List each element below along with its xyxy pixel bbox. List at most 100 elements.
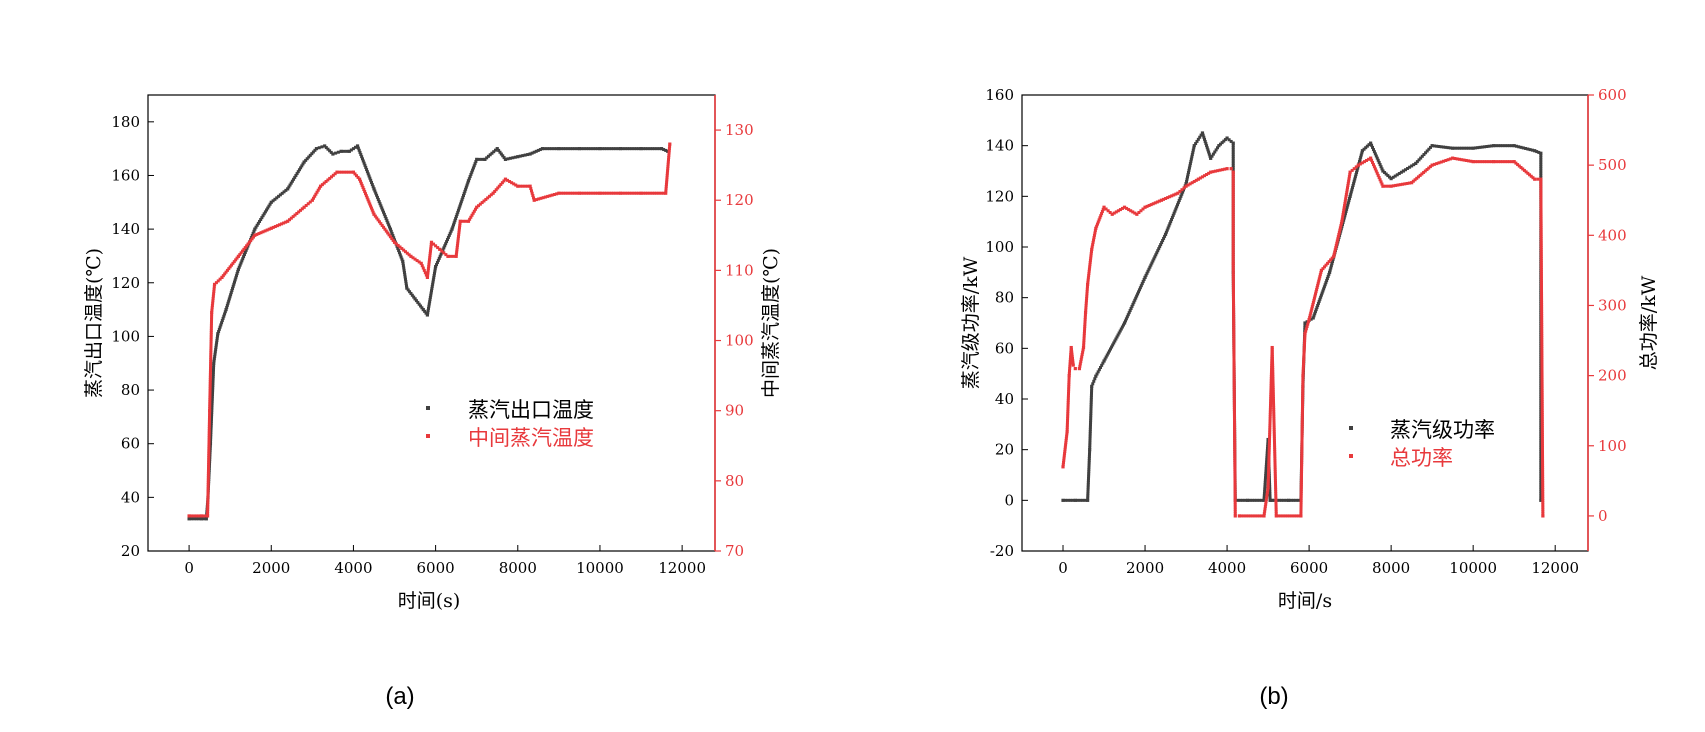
chart-a-series-1-marker [411,256,415,260]
chart-a-series-1-marker [210,315,214,319]
chart-b-series-1-marker [1540,430,1544,434]
chart-b-series-1-marker [1540,318,1544,322]
chart-a-series-0-marker [250,233,254,237]
chart-b-series-0-marker [1167,224,1171,228]
chart-a-series-1-marker [209,324,213,328]
chart-b-series-0-point [1122,321,1127,325]
chart-b-series-1-marker [1231,264,1235,268]
chart-b-series-1-marker [1540,428,1544,432]
chart-a-series-0-marker [547,147,551,151]
chart-b-series-0-marker [1089,398,1093,402]
chart-b-xlabel: 时间/s [1278,590,1332,612]
chart-a-series-1-marker [211,294,215,298]
chart-a-series-0-marker [506,157,510,161]
chart-a-series-1-marker [208,398,212,402]
chart-b-series-1-marker [1469,159,1473,163]
chart-b-series-0-marker [1111,343,1115,347]
chart-b-series-1-marker [1205,173,1209,177]
chart-b-series-1-marker [1539,241,1543,245]
chart-b-series-0-marker [1265,456,1269,460]
chart-a-series-1-marker [432,242,436,246]
chart-b-series-1-marker [1063,449,1067,453]
chart-a-series-0-marker [445,238,449,242]
chart-a-series-1-marker [665,171,669,175]
chart-b-legend-marker-1 [1349,454,1353,458]
chart-b-series-1-point [1381,184,1385,188]
chart-b-series-1-marker [1232,372,1236,376]
chart-b-series-0-marker [1387,175,1391,179]
chart-a-series-1-marker [209,348,213,352]
chart-b-series-1-marker [1083,313,1087,317]
chart-a-series-1-marker [444,253,448,257]
chart-a-series-1-marker [328,176,332,180]
chart-b-series-1-marker [1232,297,1236,301]
chart-b-series-1-marker [1231,184,1235,188]
chart-a-series-1-marker [333,172,337,176]
chart-b-series-1-marker [1540,450,1544,454]
chart-b-series-1-marker [1391,184,1395,188]
chart-b-series-0-marker [1539,158,1543,162]
chart-a-series-1-marker [223,272,227,276]
chart-b-series-1-marker [1080,355,1084,359]
chart-a-series-0-marker [561,147,565,151]
chart-a-series-0-point [199,517,204,521]
chart-b-series-0-marker [1539,474,1543,478]
chart-b-series-1-marker [1271,399,1275,403]
chart-b-series-1-marker [1242,514,1246,518]
chart-a-series-0-marker [470,170,474,174]
chart-b-series-1-marker [1251,514,1255,518]
chart-a-series-1-marker [257,232,261,236]
chart-b-series-0-marker [1351,183,1355,187]
chart-b-series-0-marker [1113,339,1117,343]
chart-b-series-1-marker [1374,169,1378,173]
chart-a-series-0-marker [238,263,242,267]
chart-b-series-0-point [1492,144,1496,148]
chart-b-series-1-marker [1300,469,1304,473]
chart-a-series-0-marker [431,282,435,286]
chart-a-series-0-marker [410,293,414,297]
chart-b-series-0-marker [1464,146,1468,150]
chart-b-series-1-marker [1541,510,1545,514]
chart-b-series-1-marker [1246,514,1250,518]
chart-a-series-0-marker [299,166,303,170]
chart-b-series-1-marker [1068,369,1072,373]
chart-a-series-0-marker [220,321,224,325]
chart-b-series-1-marker [1139,209,1143,213]
chart-b-series-1-marker [1089,254,1093,258]
chart-a-series-1-point [302,205,306,209]
chart-b-series-0-marker [1117,331,1121,335]
chart-b-series-1-marker [1271,368,1275,372]
chart-b-y-left-tick-label: -20 [990,542,1014,560]
chart-b-series-1-marker [1405,181,1409,185]
chart-b-series-1-marker [1301,371,1305,375]
chart-a-series-0-point [401,259,405,263]
chart-a-series-1-marker [209,351,213,355]
chart-a-series-0-marker [304,158,308,162]
chart-b-series-1-marker [1233,503,1237,507]
chart-a-series-0-marker [462,191,466,195]
chart-b-series-0-marker [1213,150,1217,154]
chart-a-series-1-marker [207,427,211,431]
chart-a-series-0-marker [363,163,367,167]
chart-a-series-0-point [475,157,479,161]
chart-b-series-1-marker [1231,292,1235,296]
chart-b-series-0-marker [1395,173,1399,177]
chart-b-series-1-marker [1332,252,1336,256]
chart-b-series-0-marker [1424,151,1428,155]
chart-a-series-0-marker [471,168,475,172]
chart-b-series-1-marker [1082,336,1086,340]
chart-b-series-0-marker [1348,197,1352,201]
chart-a-series-0-marker [566,147,570,151]
chart-a-series-0-marker [294,173,298,177]
chart-b-series-1-marker [1540,373,1544,377]
chart-a-series-0-marker [213,354,217,358]
chart-a-series-1-marker [457,232,461,236]
chart-b-series-1-marker [1300,445,1304,449]
chart-a-series-0-marker [625,147,629,151]
chart-b-series-1-marker [1496,160,1500,164]
chart-a-series-1-marker [474,207,478,211]
chart-a-series-1-point [446,254,450,258]
chart-a-series-1-marker [428,253,432,257]
chart-b-series-1-marker [1379,180,1383,184]
chart-b-series-1-marker [1540,362,1544,366]
